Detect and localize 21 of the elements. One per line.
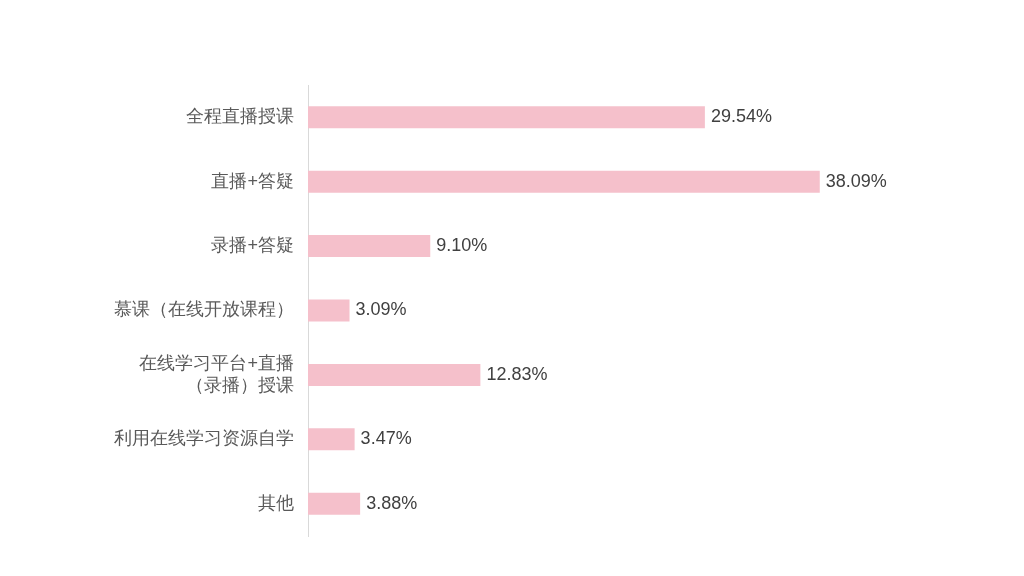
y-tick-label: 录播+答疑 — [211, 235, 294, 256]
data-label: 38.09% — [825, 170, 887, 191]
bar — [308, 363, 481, 386]
bar — [308, 299, 350, 322]
y-tick-label: 全程直播授课 — [186, 106, 294, 127]
bar — [308, 235, 431, 258]
bar — [308, 106, 705, 129]
y-tick-label: 利用在线学习资源自学 — [114, 428, 294, 449]
data-label: 3.47% — [360, 428, 412, 449]
bar — [308, 170, 820, 193]
y-tick-label: 在线学习平台+直播（录播）授课 — [139, 353, 294, 395]
y-tick-label: 直播+答疑 — [211, 170, 294, 191]
data-label: 3.88% — [366, 492, 418, 513]
data-label: 29.54% — [710, 106, 772, 127]
bar — [308, 492, 361, 515]
data-label: 12.83% — [486, 363, 548, 384]
y-tick-label: 其他 — [258, 492, 294, 513]
data-label: 9.10% — [436, 235, 488, 256]
data-label: 3.09% — [355, 299, 407, 320]
y-tick-label: 慕课（在线开放课程） — [114, 299, 294, 320]
bar — [308, 428, 355, 451]
